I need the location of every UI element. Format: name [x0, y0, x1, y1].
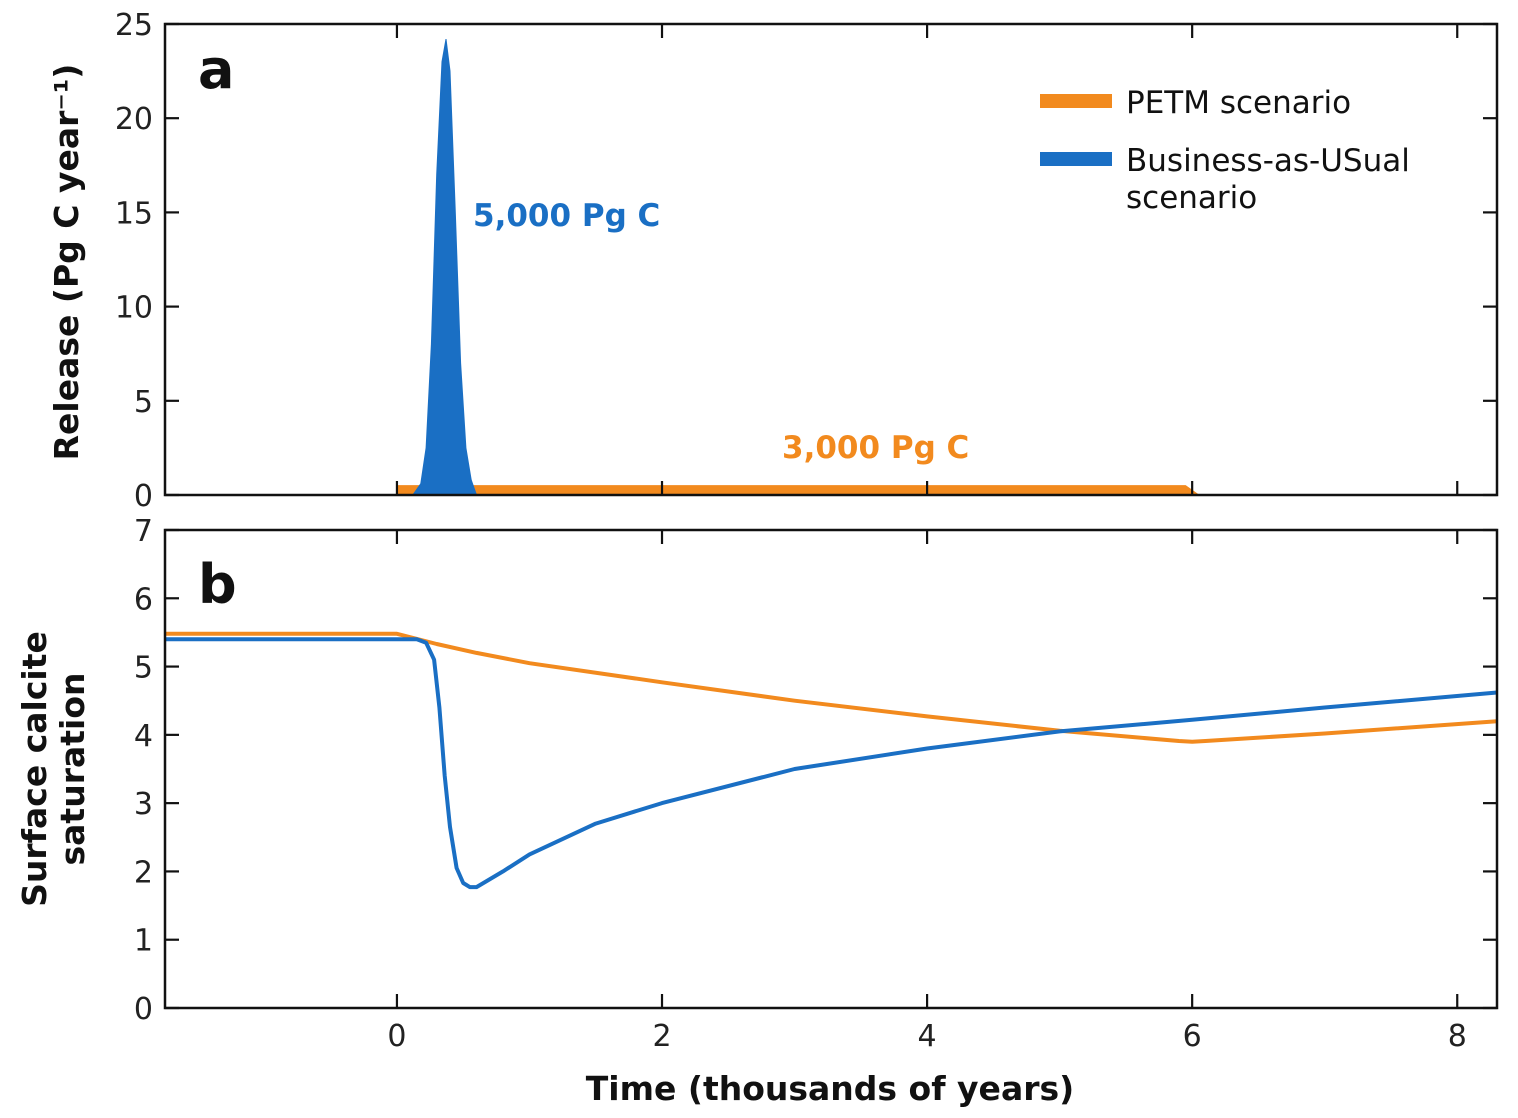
x-tick-label: 2	[652, 1019, 671, 1054]
annotation-petm-total: 3,000 Pg C	[782, 430, 969, 466]
y-tick-label: 25	[115, 8, 153, 43]
panel-a-letter: a	[198, 38, 234, 101]
panel-b-frame	[163, 528, 1499, 1010]
x-tick-label: 4	[918, 1019, 937, 1054]
y-tick-label: 2	[134, 855, 153, 890]
x-axis-title: Time (thousands of years)	[586, 1069, 1074, 1108]
panel-a: 0 5 10 15 20 25 a Release (Pg C year⁻¹) 5,000…	[47, 8, 1499, 514]
panel-b: 0 1 2 3 4 5 6 7 0 2 4 6 8 b Surface calcite saturati…	[15, 514, 1499, 1108]
y-tick-label: 5	[134, 385, 153, 420]
y-tick-label: 0	[134, 479, 153, 514]
series-line-petm	[165, 631, 1498, 744]
x-tick-label: 6	[1183, 1019, 1202, 1054]
legend-swatch-bau	[1040, 152, 1112, 166]
legend-label-bau-line1: Business-as-USual	[1126, 143, 1410, 179]
y-tick-label: 6	[134, 582, 153, 617]
legend-swatch-petm	[1040, 94, 1112, 108]
panel-b-y-axis-title-line1: Surface calcite	[15, 631, 54, 907]
series-area-petm	[165, 485, 1497, 496]
panel-b-ticks: 0 1 2 3 4 5 6 7 0 2 4 6 8	[134, 514, 1497, 1054]
y-tick-label: 3	[134, 787, 153, 822]
y-tick-label: 10	[115, 291, 153, 326]
x-tick-label: 8	[1448, 1019, 1467, 1054]
series-area-bau	[165, 39, 1497, 496]
y-tick-label: 5	[134, 651, 153, 686]
legend-label-petm: PETM scenario	[1126, 85, 1351, 121]
legend: PETM scenario Business-as-USual scenario	[1040, 85, 1410, 216]
panel-a-frame	[163, 22, 1499, 497]
panel-b-y-axis-title-line2: saturation	[53, 673, 92, 866]
y-tick-label: 20	[115, 102, 153, 137]
y-tick-label: 0	[134, 992, 153, 1027]
panel-b-series	[165, 631, 1498, 890]
panel-a-y-axis-title: Release (Pg C year⁻¹)	[47, 64, 86, 461]
x-tick-label: 0	[387, 1019, 406, 1054]
annotation-bau-total: 5,000 Pg C	[473, 198, 660, 234]
legend-label-bau-line2: scenario	[1126, 180, 1257, 216]
panel-b-letter: b	[198, 553, 237, 616]
y-tick-label: 7	[134, 514, 153, 549]
series-line-bau	[165, 637, 1498, 890]
y-tick-label: 4	[134, 719, 153, 754]
y-tick-label: 15	[115, 196, 153, 231]
panel-a-ticks: 0 5 10 15 20 25	[115, 8, 1497, 514]
y-tick-label: 1	[134, 924, 153, 959]
